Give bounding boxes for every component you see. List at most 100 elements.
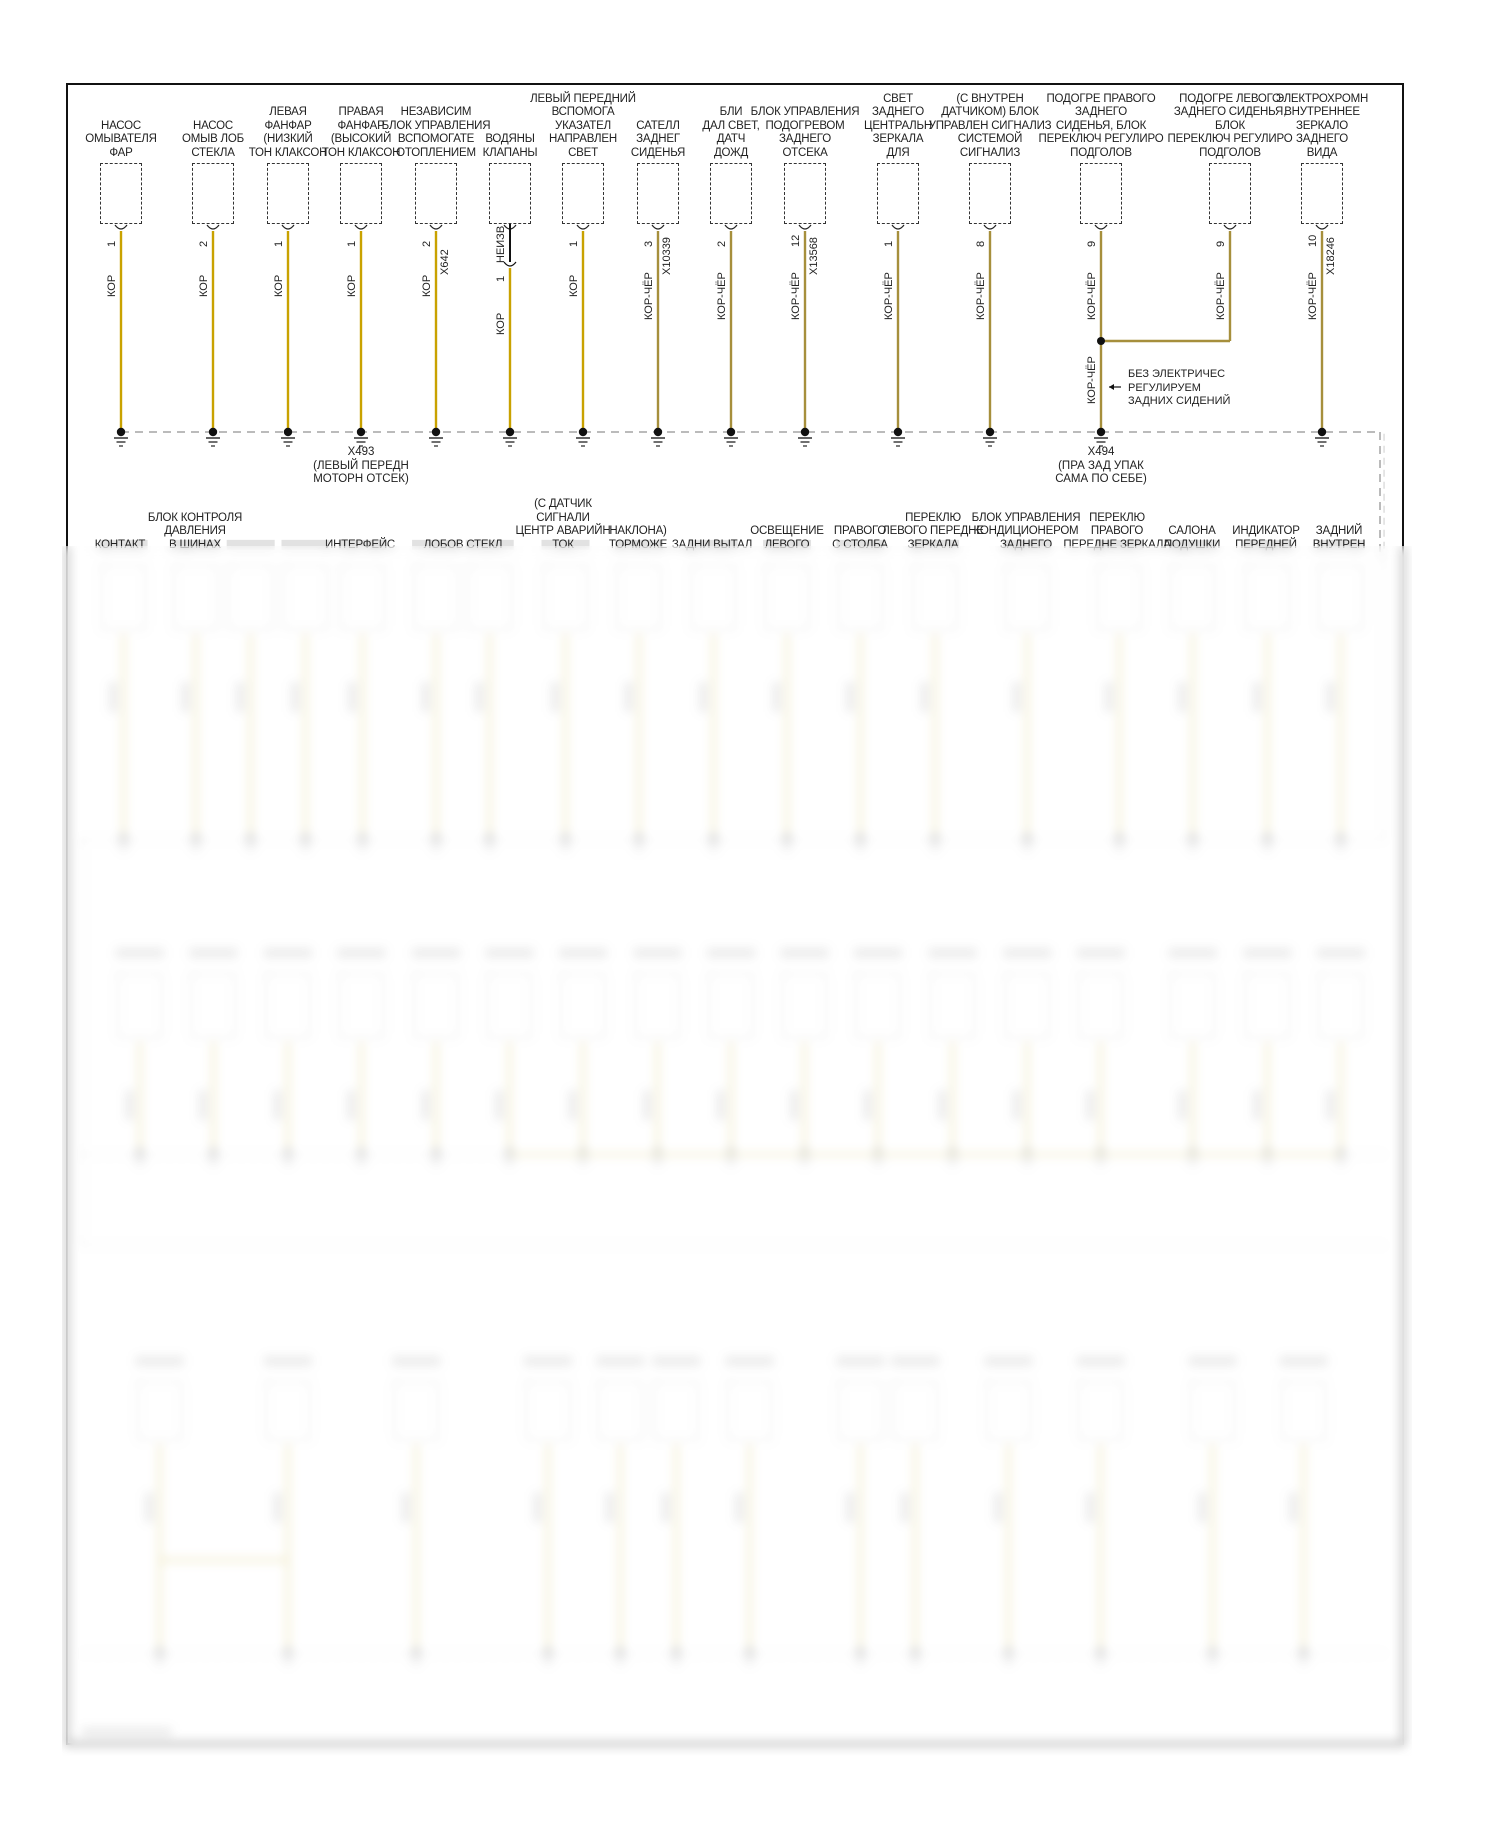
component-box [562, 163, 604, 224]
component-label-line: ОМЫВ ЛОБ [181, 133, 244, 145]
component-label-blob [171, 539, 220, 550]
component-box [877, 163, 919, 224]
component-label-line: ПОДОГРЕВОМ [765, 119, 845, 132]
connector-pin-icon [1223, 224, 1237, 230]
component-label-blob [763, 539, 812, 550]
ground-label-line: (ЛЕВЫЙ ПЕРЕДН [313, 459, 409, 472]
component-label-blob [99, 539, 148, 550]
component-label-line: ЗЕРКАЛА [872, 133, 924, 145]
pin-number: 12 [790, 234, 802, 247]
ground-node [726, 427, 736, 437]
component-label-line: ДЛЯ [886, 146, 910, 159]
pin-number: 1 [495, 275, 507, 282]
ground-node [985, 427, 995, 437]
note-line: РЕГУЛИРУЕМ [1128, 381, 1201, 394]
component-label-line: ЛЕВЫЙ ПЕРЕДНИЙ [530, 92, 636, 105]
pin-number: 1 [346, 240, 358, 247]
connector-pin-icon [429, 224, 443, 230]
component-label: СВЕТ ЗАДНЕГО ЦЕНТРАЛЬН ЗЕРКАЛА ДЛЯ [813, 93, 983, 161]
component-label-line: ВНУТРЕННЕЕ [1284, 106, 1360, 118]
ground-label: X493 (ЛЕВЫЙ ПЕРЕДН МОТОРН ОТСЕК) [281, 446, 441, 487]
ground-node [431, 427, 441, 437]
component-label-line: ВСПОМОГА [551, 106, 615, 118]
component-label-line: КЛАПАНЫ [482, 146, 538, 159]
pin-number: 1 [273, 240, 285, 247]
component-label-line: ЗАДНЕГО [1296, 133, 1348, 145]
ground-node [283, 427, 293, 437]
wire-color-label: КОР-ЧЁР [1086, 356, 1098, 404]
wire-color-label: КОР-ЧЁР [1307, 272, 1319, 320]
connector-pin-icon [798, 224, 812, 230]
component-label-line: СИГНАЛИЗ [959, 146, 1021, 159]
connector-pin-icon [724, 224, 738, 230]
component-label-line: БЛОК УПРАВЛЕНИЯ [381, 119, 491, 132]
component-box [784, 163, 826, 224]
connector-pin-icon [281, 224, 295, 230]
ground-node [893, 427, 903, 437]
component-box [710, 163, 752, 224]
component-label: ЛЕВАЯ ФАНФАР (НИЗКИЙ ТОН КЛАКСОН [203, 106, 373, 160]
pin-number: 2 [421, 240, 433, 247]
ground-node [356, 427, 366, 437]
component-label-line: ЗАДНЕГО [872, 106, 924, 118]
component-label-line: ЛЕВАЯ [269, 106, 307, 118]
component-label-line: ЗАДНИЙ [1315, 525, 1363, 537]
component-label-line: ВИДА [1306, 146, 1338, 159]
component-label-line: ДАЛ СВЕТ, [702, 119, 760, 132]
wire-color-label: КОР [495, 312, 507, 335]
component-label-line: ЗАДНЕГ [636, 133, 680, 145]
component-label-line: ЗАДНЕГО [779, 133, 831, 145]
pin-number: 8 [975, 240, 987, 247]
component-label-line: ПРАВОГО [833, 525, 887, 537]
component-box [1080, 163, 1122, 224]
component-box [489, 163, 531, 224]
component-label-line: ДОЖД [713, 146, 749, 159]
component-label-line: (НИЗКИЙ [263, 133, 313, 145]
component-label-blob [614, 539, 663, 550]
component-label-line: ЛЕВОГО ПЕРЕДНЕ [882, 525, 984, 537]
wire-color-label: КОР-ЧЁР [1086, 272, 1098, 320]
connector-pin-icon [576, 224, 590, 230]
ground-node [505, 427, 515, 437]
component-label: НЕЗАВИСИМ БЛОК УПРАВЛЕНИЯ ВСПОМОГАТЕ ОТОПЛЕ… [351, 106, 521, 160]
wire-color-label: КОР-ЧЁР [1215, 272, 1227, 320]
ground-label-line: МОТОРН ОТСЕК) [313, 473, 409, 485]
component-label-line: СТЕКЛА [191, 146, 235, 159]
component-label-line: ЦЕНТР АВАРИЙН [515, 525, 611, 537]
component-label-line: НАСОС [192, 119, 234, 132]
component-label-line: ФАР [109, 146, 133, 159]
component-label-line: ЗЕРКАЛО [1295, 119, 1348, 132]
note-text: БЕЗ ЭЛЕКТРИЧЕС РЕГУЛИРУЕМ ЗАДНИХ СИДЕНИЙ [1128, 368, 1230, 409]
component-label-line: (С ДАТЧИК [534, 498, 592, 510]
pin-number: 1 [568, 240, 580, 247]
component-label-line: КОНДИЦИОНЕРОМ [973, 525, 1079, 537]
component-label-line: БЛОК КОНТРОЛЯ [147, 511, 243, 524]
component-label-line: УПРАВЛЕН СИГНАЛИЗ [928, 119, 1052, 132]
component-label: ЛЕВЫЙ ПЕРЕДНИЙ ВСПОМОГА УКАЗАТЕЛ НАПРАВЛЕН С… [498, 93, 668, 161]
wire-color-label: КОР [106, 274, 118, 297]
component-label-blob [911, 539, 960, 550]
component-label-line: ФАНФАР [337, 119, 385, 132]
component-label: БЛИ ДАЛ СВЕТ, ДАТЧ ДОЖД [646, 106, 816, 160]
component-label-line: НЕЗАВИСИМ [400, 106, 472, 118]
component-label-blob [1095, 539, 1144, 550]
component-label-blob [836, 539, 885, 550]
component-label-line: ПРАВАЯ [338, 106, 384, 118]
component-label-line: ТОН КЛАКСОН [321, 146, 401, 159]
component-label-line: ПОДОГРЕ ЛЕВОГО [1179, 92, 1281, 105]
wire-color-label: КОР [346, 274, 358, 297]
component-label-blob [1243, 539, 1292, 550]
wire-color-label: КОР [421, 274, 433, 297]
component-label-line: СИГНАЛИ [536, 511, 590, 524]
component-label-line: ПОДГОЛОВ [1070, 146, 1132, 159]
ground-label: X494 (ПРА ЗАД УПАК САМА ПО СЕБЕ) [1021, 446, 1181, 487]
connector-id: X642 [439, 249, 451, 275]
component-label-blob [338, 539, 387, 550]
component-label: ПЕРЕКЛЮ ЛЕВОГО ПЕРЕДНЕ ЗЕРКАЛА [848, 512, 1018, 553]
component-label-line: ПЕРЕКЛЮЧ РЕГУЛИРО [1167, 133, 1293, 145]
connector-pin-icon [1094, 224, 1108, 230]
component-box [969, 163, 1011, 224]
component-label: (С ДАТЧИК СИГНАЛИ ЦЕНТР АВАРИЙН ТОК [478, 498, 648, 552]
component-label-blob [541, 539, 590, 550]
component-label: ПОДОГРЕ ЛЕВОГО ЗАДНЕГО СИДЕНЬЯ, БЛОК ПЕРЕКЛ… [1145, 93, 1315, 161]
